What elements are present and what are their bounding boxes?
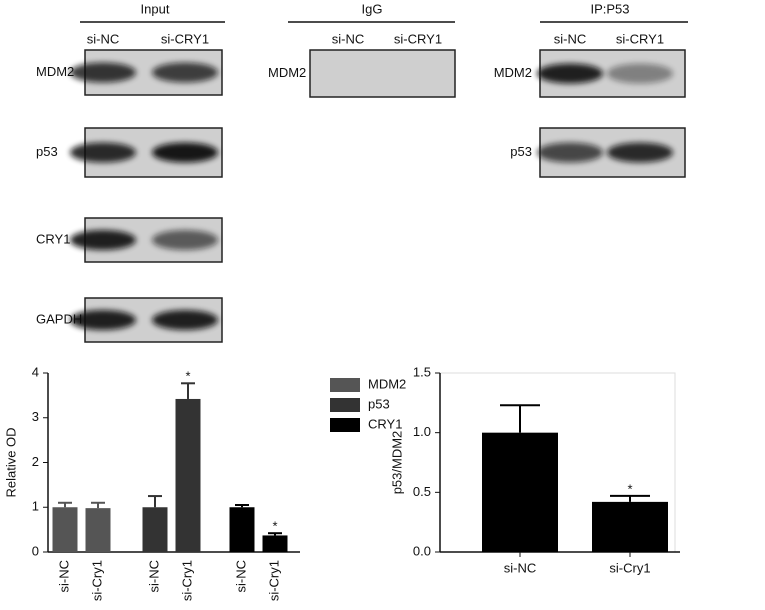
significance: *	[272, 519, 277, 534]
row-label: GAPDH	[36, 311, 82, 326]
legend-swatch	[330, 418, 360, 432]
y-axis-title: Relative OD	[3, 427, 18, 497]
bar	[85, 508, 111, 552]
y-tick-label: 2	[32, 454, 39, 469]
band	[70, 230, 136, 250]
band	[70, 62, 136, 83]
lane-label: si-NC	[332, 31, 365, 46]
y-tick-label: 1	[32, 499, 39, 514]
bar	[229, 507, 255, 552]
band	[152, 310, 218, 330]
y-tick-label: 1.5	[413, 364, 431, 379]
band	[152, 230, 218, 250]
y-tick-label: 1.0	[413, 424, 431, 439]
y-tick-label: 0.5	[413, 484, 431, 499]
x-tick-label: si-Cry1	[266, 560, 281, 601]
y-axis-title: p53/MDM2	[389, 431, 404, 495]
x-tick-label: si-NC	[146, 560, 161, 593]
legend-swatch	[330, 378, 360, 392]
y-tick-label: 0.0	[413, 543, 431, 558]
band	[152, 62, 218, 83]
panel-title: Input	[141, 1, 170, 16]
row-label: MDM2	[494, 65, 532, 80]
x-tick-label: si-Cry1	[179, 560, 194, 601]
lane-label: si-NC	[87, 31, 120, 46]
band	[70, 142, 136, 163]
x-tick-label: si-NC	[504, 560, 537, 575]
band	[607, 63, 673, 84]
x-tick-label: si-Cry1	[89, 560, 104, 601]
y-tick-label: 3	[32, 409, 39, 424]
lane-label: si-CRY1	[394, 31, 442, 46]
row-label: CRY1	[36, 231, 70, 246]
row-label: MDM2	[36, 64, 74, 79]
bar	[175, 398, 201, 552]
legend-label: MDM2	[368, 376, 406, 391]
significance: *	[185, 369, 190, 384]
band	[70, 310, 136, 330]
bar	[262, 535, 288, 552]
legend-label: p53	[368, 396, 390, 411]
legend-swatch	[330, 398, 360, 412]
band	[607, 142, 673, 163]
lane-label: si-CRY1	[161, 31, 209, 46]
x-tick-label: si-NC	[233, 560, 248, 593]
bar	[592, 501, 668, 552]
band	[537, 142, 603, 163]
row-label: p53	[510, 144, 532, 159]
band	[152, 142, 218, 163]
bar	[52, 507, 78, 552]
y-tick-label: 0	[32, 543, 39, 558]
blot	[309, 49, 456, 98]
legend-label: CRY1	[368, 416, 402, 431]
row-label: MDM2	[268, 65, 306, 80]
x-tick-label: si-NC	[56, 560, 71, 593]
x-tick-label: si-Cry1	[609, 560, 650, 575]
lane-label: si-NC	[554, 31, 587, 46]
panel-title: IgG	[362, 1, 383, 16]
row-label: p53	[36, 144, 58, 159]
lane-label: si-CRY1	[616, 31, 664, 46]
band	[537, 63, 603, 84]
panel-title: IP:P53	[590, 1, 629, 16]
bar	[482, 432, 558, 552]
y-tick-label: 4	[32, 364, 39, 379]
significance: *	[627, 481, 632, 496]
bar	[142, 507, 168, 552]
